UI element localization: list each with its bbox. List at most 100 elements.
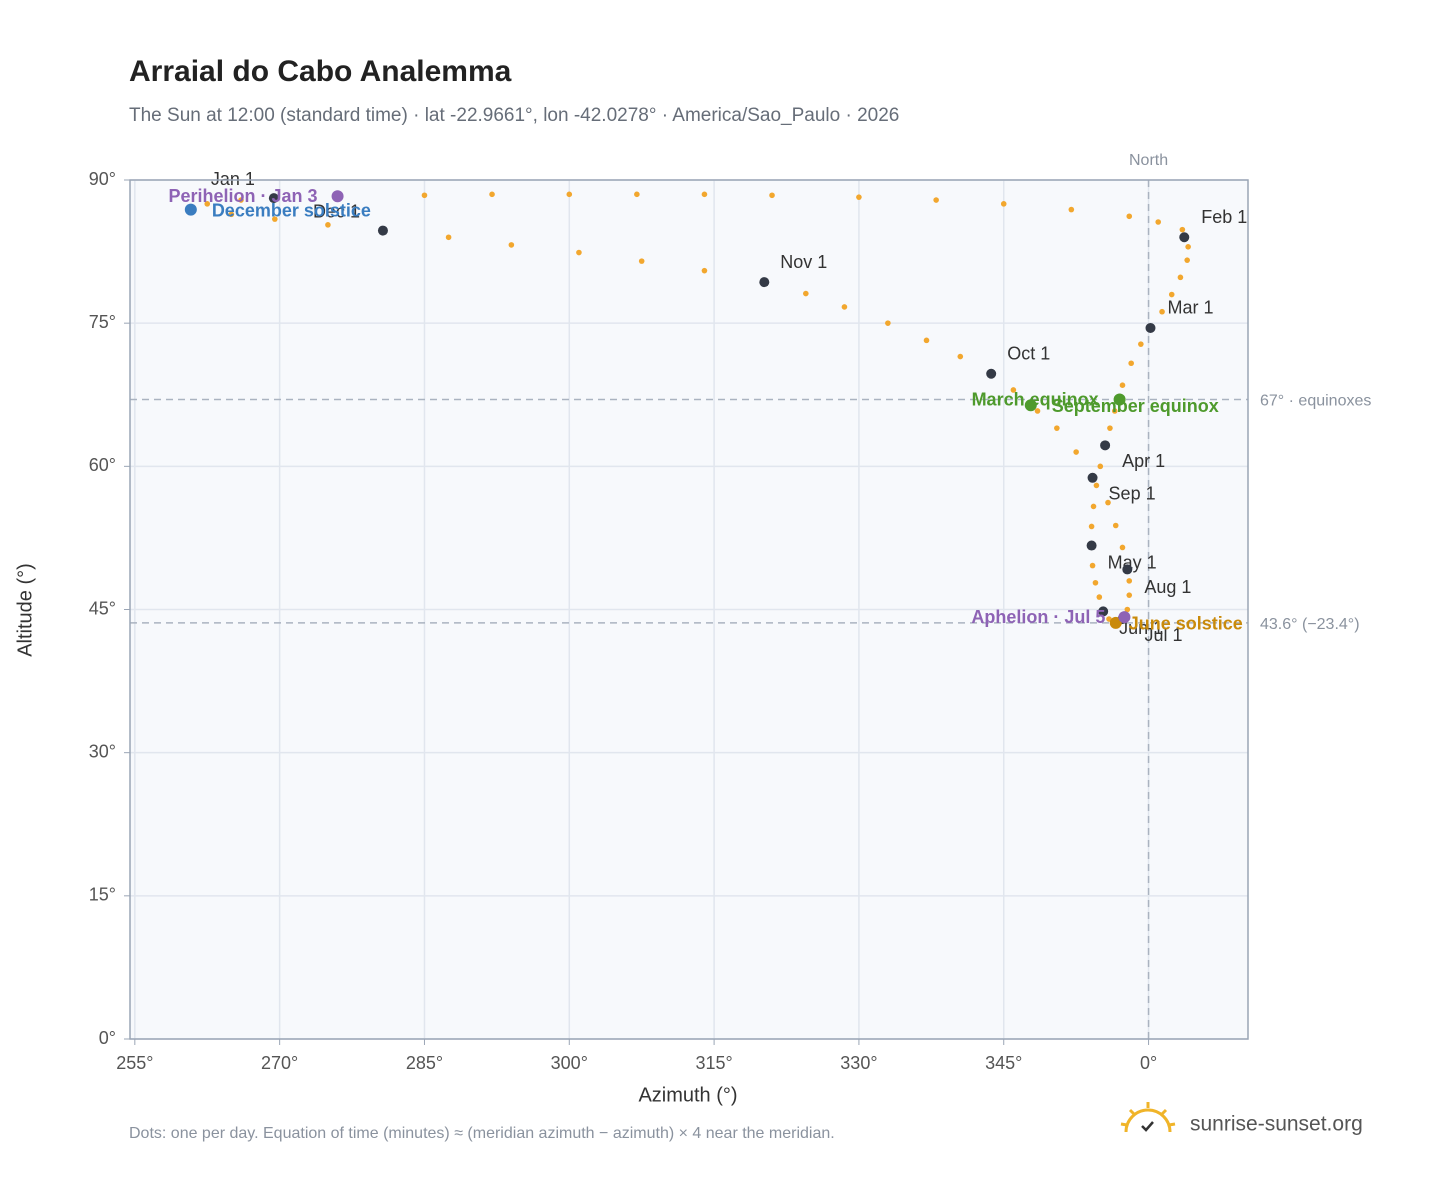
day-dot — [856, 194, 862, 200]
month-label: Jun 1 — [1119, 618, 1163, 638]
month-marker — [1179, 232, 1190, 243]
event-label: June solstice — [1129, 614, 1243, 634]
month-label: Oct 1 — [1007, 344, 1050, 364]
x-tick-label: 345° — [985, 1053, 1022, 1073]
y-tick-label: 0° — [99, 1028, 116, 1048]
y-tick-label: 30° — [89, 741, 116, 761]
x-tick-label: 300° — [551, 1053, 588, 1073]
y-tick-label: 15° — [89, 885, 116, 905]
x-tick-label: 255° — [116, 1053, 153, 1073]
day-dot — [841, 304, 848, 310]
day-dot — [1184, 257, 1190, 263]
y-tick-label: 90° — [89, 169, 116, 189]
month-label: Mar 1 — [1167, 298, 1213, 318]
day-dot — [1155, 219, 1162, 225]
day-dot — [1112, 522, 1119, 529]
day-dot — [1073, 449, 1079, 455]
day-dot — [489, 191, 495, 198]
reference-label: 67° · equinoxes — [1260, 393, 1371, 410]
day-dot — [272, 216, 278, 222]
day-dot — [1111, 408, 1118, 414]
event-marker — [1113, 393, 1126, 406]
event-marker — [1109, 616, 1122, 629]
chart-title: Arraial do Cabo Analemma — [129, 55, 512, 88]
day-dot — [1126, 578, 1133, 584]
day-dot — [638, 258, 645, 264]
day-dot — [803, 290, 809, 297]
day-dot — [325, 222, 331, 228]
day-dot — [1128, 360, 1134, 367]
event-label: March equinox — [972, 389, 1099, 409]
event-label: Perihelion · Jan 3 — [169, 186, 318, 206]
event-label: September equinox — [1052, 396, 1219, 416]
event-label: Aphelion · Jul 5 — [971, 607, 1105, 627]
x-axis-label: Azimuth (°) — [638, 1084, 737, 1106]
month-marker — [1098, 606, 1109, 617]
day-dot — [923, 337, 930, 344]
event-marker — [331, 190, 344, 203]
day-dot — [1168, 291, 1175, 298]
day-dot — [1126, 213, 1133, 220]
day-dot — [1119, 382, 1126, 389]
month-marker — [1086, 540, 1097, 551]
day-dot — [228, 211, 235, 218]
y-tick-label: 45° — [89, 598, 116, 618]
month-marker — [268, 193, 279, 204]
month-label: Nov 1 — [780, 252, 827, 272]
x-tick-label: 330° — [840, 1053, 877, 1073]
day-dot — [1138, 341, 1144, 347]
y-tick-label: 75° — [89, 312, 116, 332]
event-marker — [184, 203, 197, 216]
month-label: Apr 1 — [1122, 451, 1165, 471]
month-marker — [986, 368, 997, 379]
day-dot — [204, 201, 211, 207]
footnote: Dots: one per day. Equation of time (min… — [129, 1125, 835, 1142]
month-marker — [1087, 472, 1098, 483]
month-label: Feb 1 — [1201, 207, 1247, 227]
x-tick-label: 315° — [695, 1053, 732, 1073]
x-tick-label: 0° — [1140, 1053, 1157, 1073]
north-label: North — [1129, 152, 1168, 169]
event-marker — [1118, 611, 1131, 624]
month-marker — [1122, 564, 1133, 575]
day-dot — [701, 267, 708, 274]
day-dot — [957, 353, 964, 360]
month-label: Aug 1 — [1144, 577, 1191, 597]
day-dot — [634, 191, 640, 198]
month-marker — [1100, 440, 1111, 451]
x-tick-label: 285° — [406, 1053, 443, 1073]
day-dot — [1092, 579, 1099, 586]
month-label: Dec 1 — [313, 201, 360, 221]
event-marker — [1024, 399, 1037, 412]
day-dot — [445, 234, 452, 241]
month-marker — [377, 225, 388, 236]
day-dot — [1034, 408, 1041, 414]
x-tick-label: 270° — [261, 1053, 298, 1073]
brand-logo — [1120, 1102, 1176, 1133]
day-dot — [1177, 274, 1184, 281]
month-label: Jul 1 — [1144, 625, 1182, 645]
day-dot — [1096, 594, 1103, 600]
day-dot — [1068, 206, 1075, 213]
day-dot — [933, 197, 939, 203]
reference-label: 43.6° (−23.4°) — [1260, 616, 1360, 633]
day-dot — [1088, 523, 1095, 530]
month-label: Sep 1 — [1109, 484, 1156, 504]
day-dot — [508, 242, 515, 248]
day-dot — [1126, 592, 1133, 598]
day-dot — [1090, 503, 1097, 510]
day-dot — [421, 192, 428, 199]
y-tick-label: 60° — [89, 455, 116, 475]
day-dot — [769, 192, 775, 199]
month-marker — [1145, 322, 1156, 333]
day-dot — [1089, 562, 1096, 569]
day-dot — [1185, 244, 1191, 250]
event-label: December solstice — [212, 200, 371, 220]
month-label: Jan 1 — [211, 169, 255, 189]
day-dot — [1097, 463, 1104, 470]
day-dot — [1010, 387, 1017, 393]
day-dot — [1107, 425, 1113, 431]
day-dot — [1119, 544, 1126, 551]
day-dot — [1093, 482, 1100, 489]
